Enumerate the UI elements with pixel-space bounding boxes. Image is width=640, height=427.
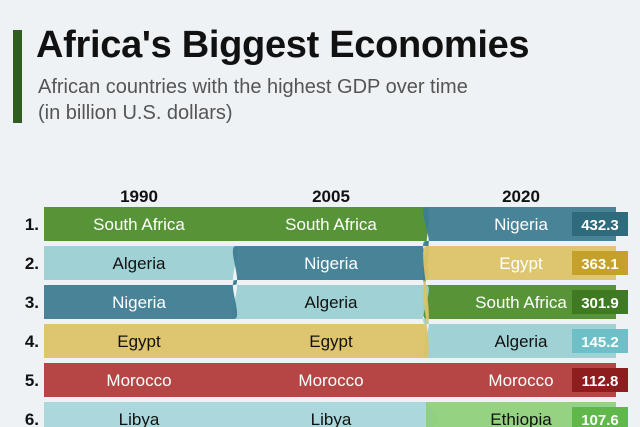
rank-label: 2. [25, 254, 39, 273]
value-badge-ethiopia: 107.6 [572, 407, 628, 427]
ribbon-shape-ethiopia [426, 402, 616, 427]
rank-label: 1. [25, 215, 39, 234]
rank-label: 5. [25, 371, 39, 390]
ribbon-label-algeria: Algeria [113, 254, 166, 273]
ribbon-label-egypt: Egypt [309, 332, 353, 351]
chart-subtitle-line-2: (in billion U.S. dollars) [38, 102, 233, 124]
value-label: 301.9 [581, 295, 619, 312]
ribbon-egypt: Egypt Egypt Egypt [44, 246, 616, 358]
ribbon-label-algeria: Algeria [305, 293, 358, 312]
value-badge-bg [572, 290, 628, 314]
rank-label: 4. [25, 332, 39, 351]
value-badge-bg [572, 251, 628, 275]
title-accent-bar [13, 30, 22, 123]
rank-label: 6. [25, 410, 39, 427]
value-badge-bg [572, 212, 628, 236]
ribbon-label-libya: Libya [119, 410, 160, 427]
ribbon-algeria: Algeria Algeria Algeria [44, 246, 616, 358]
value-badge-bg [572, 329, 628, 353]
ribbon-label-south-africa: South Africa [475, 293, 567, 312]
ribbon-shape-algeria [44, 246, 616, 358]
ribbon-label-morocco: Morocco [488, 371, 553, 390]
ribbon-shape-south-africa [44, 207, 616, 319]
chart-subtitle-line-1: African countries with the highest GDP o… [38, 76, 468, 98]
ribbon-label-ethiopia: Ethiopia [490, 410, 552, 427]
value-badge-egypt: 363.1 [572, 251, 628, 275]
ribbon-libya: Libya Libya [44, 402, 440, 427]
ribbon-ethiopia: Ethiopia [426, 402, 616, 427]
value-badge-south-africa: 301.9 [572, 290, 628, 314]
ribbon-label-south-africa: South Africa [93, 215, 185, 234]
ribbon-label-egypt: Egypt [499, 254, 543, 273]
ribbon-label-nigeria: Nigeria [304, 254, 358, 273]
ribbon-label-nigeria: Nigeria [494, 215, 548, 234]
value-badge-nigeria: 432.3 [572, 212, 628, 236]
ribbon-label-morocco: Morocco [106, 371, 171, 390]
value-badge-bg [572, 407, 628, 427]
value-label: 112.8 [582, 373, 619, 390]
ribbon-label-libya: Libya [311, 410, 352, 427]
ribbon-shape-morocco [44, 363, 616, 397]
value-label: 145.2 [581, 334, 619, 351]
value-label: 363.1 [581, 256, 619, 273]
ribbon-label-nigeria: Nigeria [112, 293, 166, 312]
value-badge-morocco: 112.8 [572, 368, 628, 392]
ribbon-label-algeria: Algeria [495, 332, 548, 351]
year-label-2020: 2020 [502, 187, 540, 206]
value-label: 107.6 [581, 412, 619, 427]
ribbon-label-morocco: Morocco [298, 371, 363, 390]
ribbon-morocco: Morocco Morocco Morocco [44, 363, 616, 397]
rank-label: 3. [25, 293, 39, 312]
ribbon-label-egypt: Egypt [117, 332, 161, 351]
year-label-1990: 1990 [120, 187, 158, 206]
value-badge-algeria: 145.2 [572, 329, 628, 353]
ribbon-label-south-africa: South Africa [285, 215, 377, 234]
value-badge-bg [572, 368, 628, 392]
ribbon-nigeria: Nigeria Nigeria Nigeria [44, 207, 616, 319]
chart-title: Africa's Biggest Economies [36, 24, 530, 66]
ribbon-shape-nigeria [44, 207, 616, 319]
ribbon-shape-egypt [44, 246, 616, 358]
ribbon-south-africa: South Africa South Africa South Africa [44, 207, 616, 319]
ribbon-shape-libya [44, 402, 440, 427]
year-label-2005: 2005 [312, 187, 350, 206]
value-label: 432.3 [581, 217, 619, 234]
